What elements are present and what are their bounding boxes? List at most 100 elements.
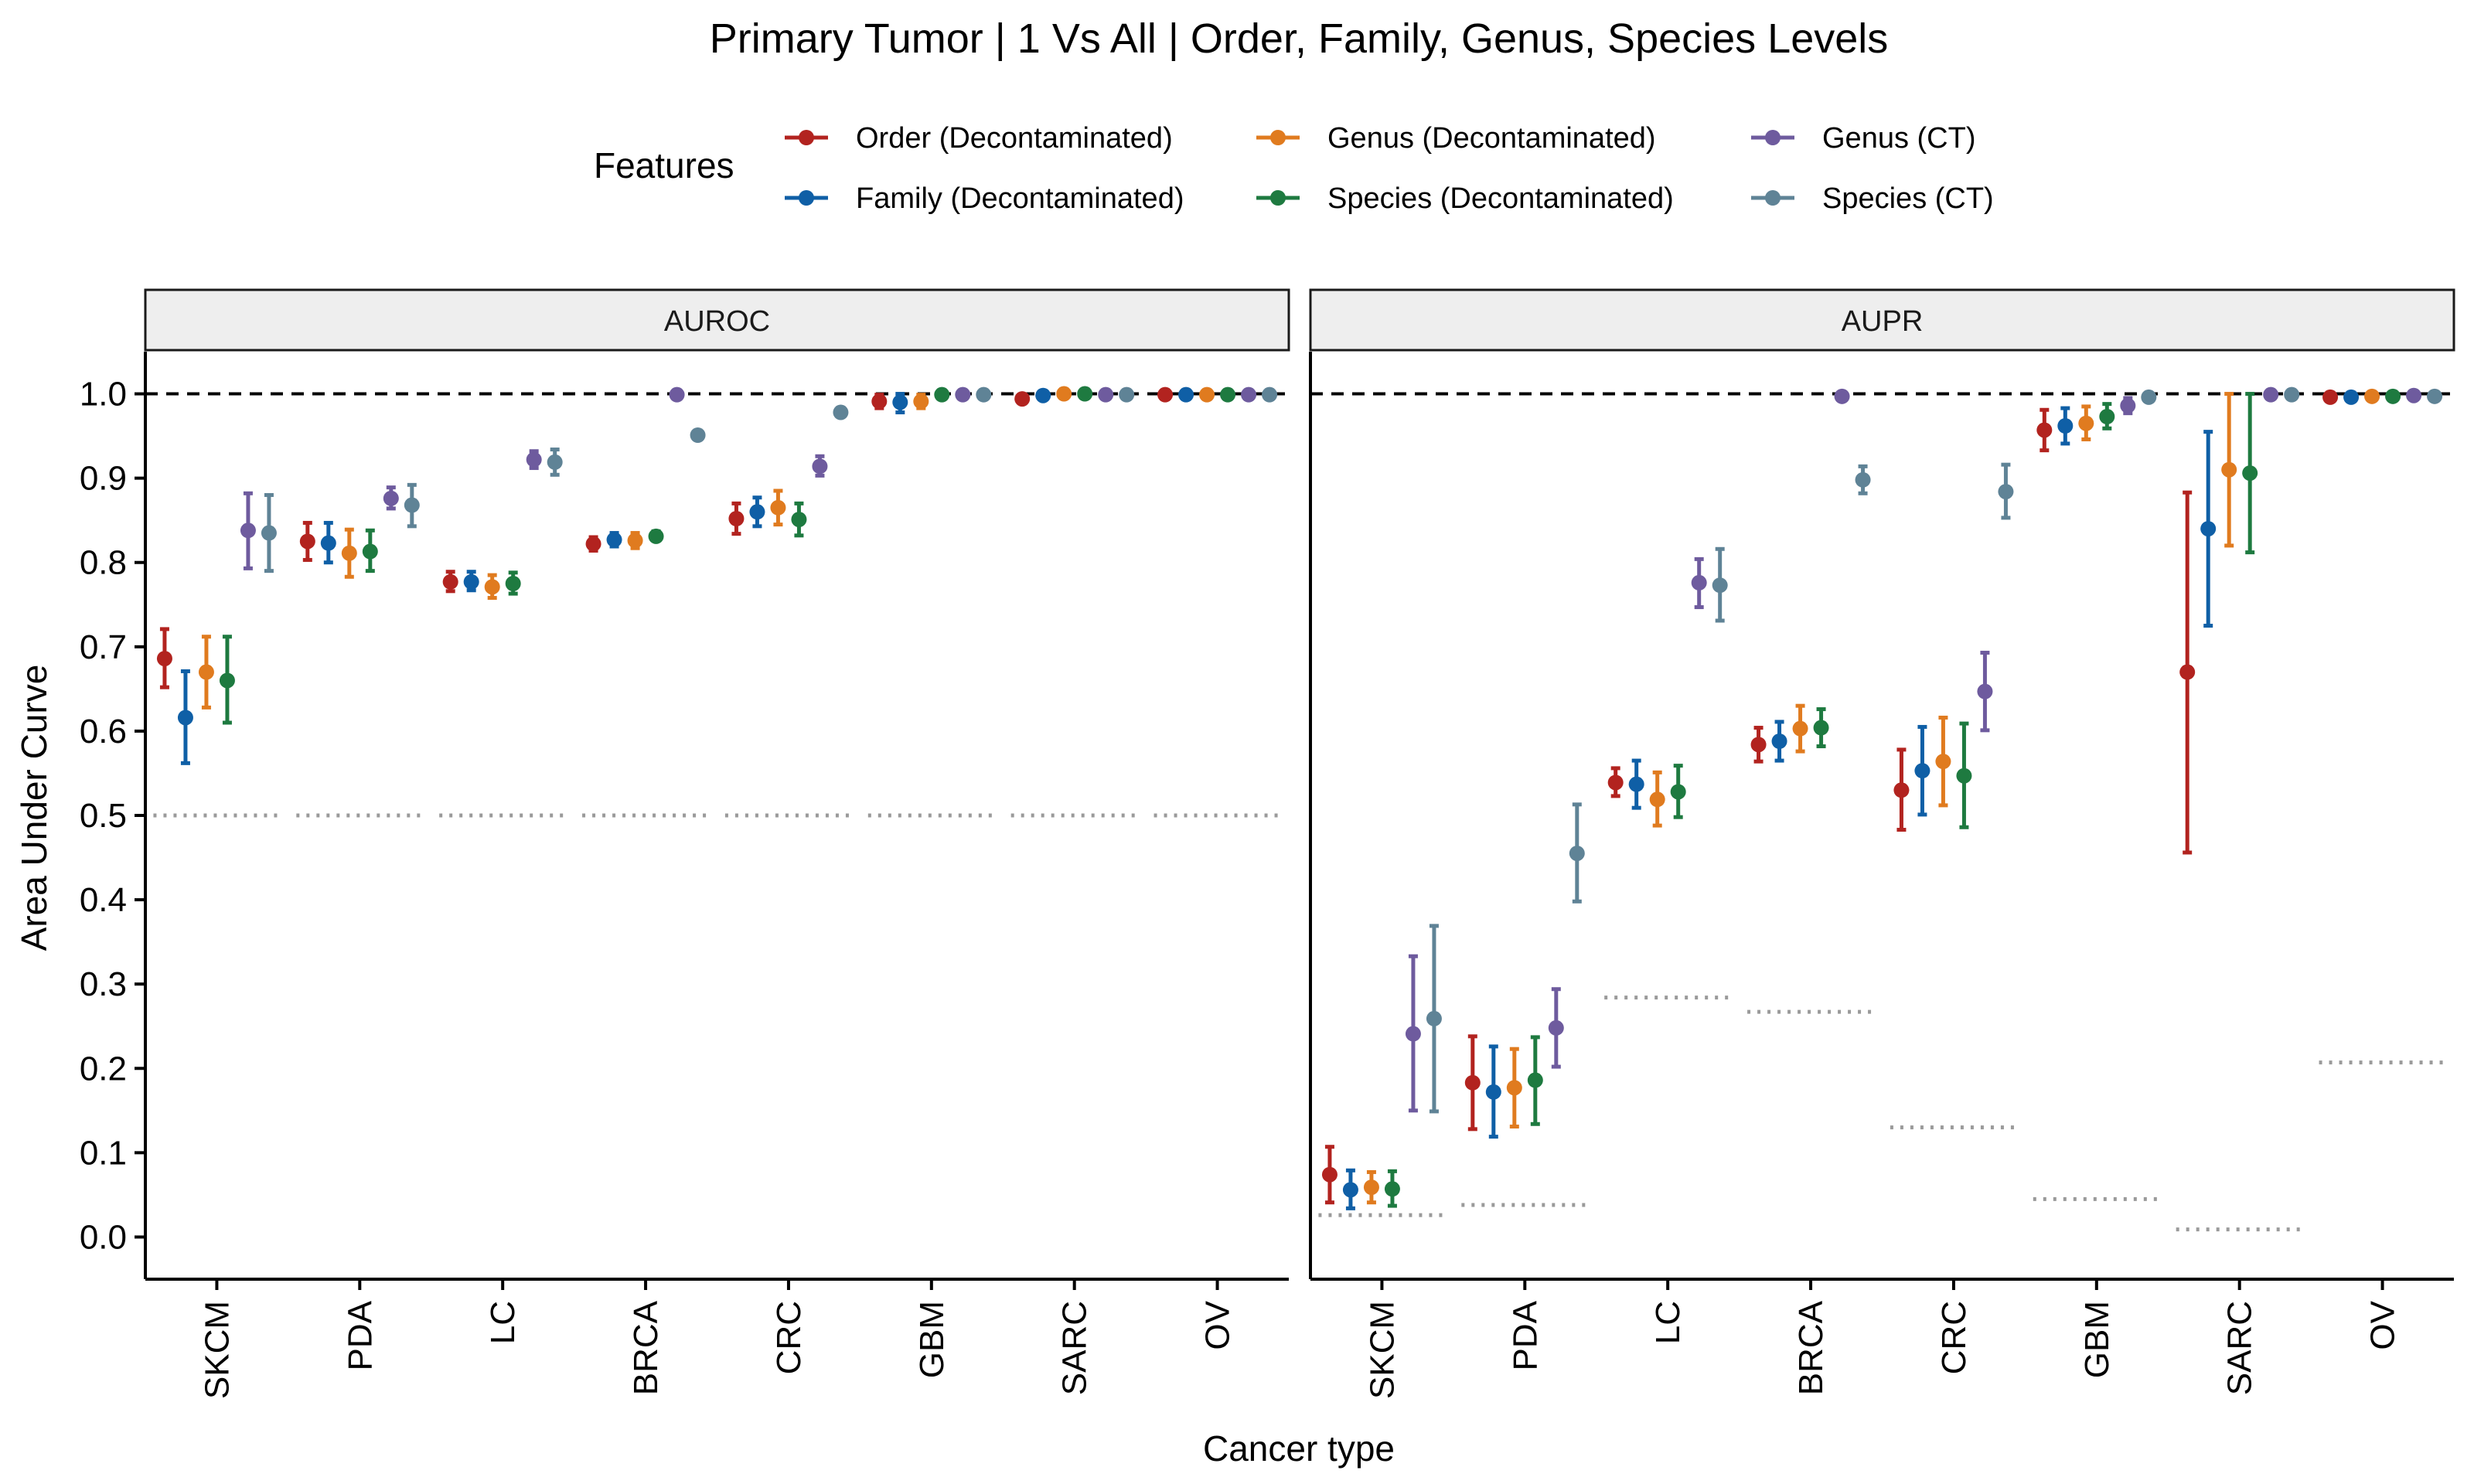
x-tick-label: PDA [1506,1300,1544,1370]
data-point [791,512,807,528]
data-point [2427,388,2443,404]
legend-item: Species (Decontaminated) [1256,182,1674,215]
legend: Features Order (Decontaminated) Family (D… [594,122,1994,215]
data-point [341,545,357,561]
x-tick-label: CRC [770,1301,808,1374]
data-point [1548,1019,1564,1036]
data-point [976,386,992,403]
data-point [1506,1080,1522,1096]
panel-strip-label: AUROC [664,305,770,338]
x-axis-title: Cancer type [1203,1428,1395,1469]
data-point [1363,1179,1379,1196]
data-point [219,672,235,689]
series-5 [1405,386,2422,1113]
data-point [2406,387,2422,403]
legend-title: Features [594,145,734,186]
series-1 [1321,389,2339,1205]
series-5 [240,386,1257,570]
x-tick-label: OV [1199,1300,1237,1350]
legend-key-marker [1765,190,1781,206]
series-4 [1384,388,2401,1208]
data-point [1628,776,1644,792]
y-tick-label: 0.0 [80,1218,127,1256]
data-point [1485,1084,1501,1100]
y-tick-label: 0.3 [80,965,127,1003]
data-point [1426,1010,1442,1026]
data-point [177,710,193,726]
data-point [1813,720,1829,736]
data-point [526,451,542,468]
data-point [1241,386,1257,403]
x-tick-label: BRCA [1792,1300,1830,1395]
data-point [1998,484,2014,500]
data-point [2099,409,2115,424]
data-point [2242,465,2258,482]
data-point [1035,387,1051,403]
data-point [1077,386,1093,402]
data-point [1119,386,1135,403]
data-point [1098,386,1114,403]
series-2 [177,386,1194,765]
data-point [955,386,971,403]
data-point [669,386,685,403]
y-tick-label: 0.5 [80,797,127,835]
data-point [2284,386,2300,403]
data-point [2200,521,2217,537]
y-tick-label: 0.7 [80,628,127,666]
data-point [1712,577,1728,594]
data-point [2179,664,2196,680]
chart-title: Primary Tumor | 1 Vs All | Order, Family… [710,15,1889,62]
data-point [1220,386,1236,403]
data-point [240,522,256,539]
data-point [1405,1026,1421,1042]
data-point [1262,386,1278,403]
data-point [1649,791,1665,808]
series-3 [1363,388,2380,1205]
legend-key-marker [799,190,814,206]
data-point [404,497,420,513]
legend-label: Order (Decontaminated) [856,122,1173,155]
data-point [156,651,172,667]
data-point [770,499,786,516]
data-point [1014,391,1031,407]
legend-label: Genus (CT) [1822,122,1975,155]
data-point [1178,386,1194,403]
legend-key-marker [1765,130,1781,145]
data-point [383,490,399,506]
panel-strip [144,288,1290,352]
data-point [833,404,849,420]
panel-auroc: AUROC SKCM PDA LC BRCA CRC GBM SARC OV [144,288,1290,1399]
legend-key-marker [1270,130,1286,145]
data-point [1527,1072,1543,1088]
legend-item: Genus (Decontaminated) [1256,122,1656,155]
data-point [1771,733,1787,749]
data-point [1914,763,1930,779]
x-tick-label: GBM [2078,1301,2116,1378]
panels: AUROC SKCM PDA LC BRCA CRC GBM SARC OV AUPR SKCM PD… [80,288,2455,1399]
y-tick-label: 1.0 [80,376,127,414]
legend-item: Genus (CT) [1751,122,1975,155]
data-point [1935,754,1951,770]
data-point [1855,471,1871,488]
data-point [1956,768,1972,784]
x-tick-label: PDA [341,1300,379,1370]
x-tick-label: LC [484,1301,522,1344]
data-point [728,511,745,526]
data-point [606,532,622,548]
legend-label: Species (CT) [1822,182,1994,215]
data-point [1607,774,1624,791]
data-point [1893,782,1910,798]
data-point [1569,846,1585,862]
x-tick-label: CRC [1935,1301,1973,1374]
data-point [934,386,950,403]
legend-label: Family (Decontaminated) [856,182,1184,215]
x-tick-label: LC [1649,1301,1687,1344]
y-tick-label: 0.1 [80,1134,127,1172]
data-point [2036,422,2053,438]
data-point [1199,386,1215,403]
data-point [2120,397,2136,414]
y-tick-label: 0.8 [80,544,127,582]
data-point [892,394,908,410]
panel-strip [1309,288,2455,352]
